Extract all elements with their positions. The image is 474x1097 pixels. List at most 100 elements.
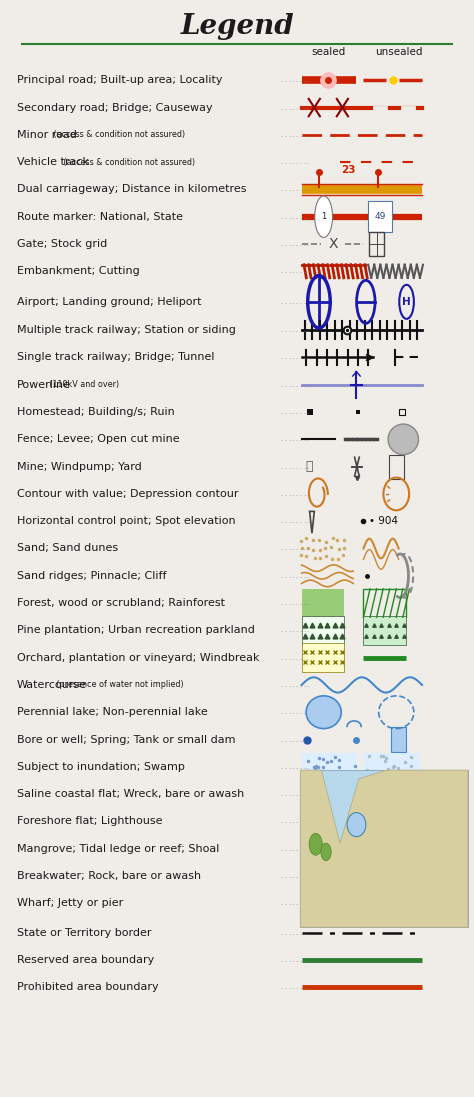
Text: Airport; Landing ground; Heliport: Airport; Landing ground; Heliport <box>17 297 201 307</box>
Text: .: . <box>292 298 294 305</box>
Text: .: . <box>303 186 305 192</box>
Text: .: . <box>292 873 294 879</box>
Text: .: . <box>288 241 290 247</box>
Text: .: . <box>307 269 309 274</box>
Text: .: . <box>284 764 286 770</box>
Text: .: . <box>292 818 294 824</box>
Text: .: . <box>284 710 286 715</box>
Text: .: . <box>295 573 298 579</box>
Text: .: . <box>281 573 283 579</box>
FancyBboxPatch shape <box>368 202 392 231</box>
Text: .: . <box>299 132 301 138</box>
Text: (110kV and over): (110kV and over) <box>47 381 119 389</box>
Text: .: . <box>295 518 298 524</box>
Text: .: . <box>292 736 294 743</box>
Text: .: . <box>303 846 305 851</box>
Text: .: . <box>307 298 309 305</box>
Text: Powerline: Powerline <box>17 380 71 389</box>
Text: .: . <box>288 846 290 851</box>
Text: .: . <box>288 573 290 579</box>
Text: .: . <box>295 186 298 192</box>
Text: .: . <box>307 736 309 743</box>
Text: .: . <box>284 984 286 991</box>
Text: .: . <box>295 269 298 274</box>
Text: .: . <box>307 573 309 579</box>
Text: .: . <box>307 791 309 798</box>
Text: Fence; Levee; Open cut mine: Fence; Levee; Open cut mine <box>17 434 180 444</box>
Text: .: . <box>292 77 294 83</box>
Ellipse shape <box>347 813 366 837</box>
Text: .: . <box>288 627 290 633</box>
Text: .: . <box>288 491 290 497</box>
Text: .: . <box>303 901 305 906</box>
Text: .: . <box>292 655 294 660</box>
Text: Subject to inundation; Swamp: Subject to inundation; Swamp <box>17 761 185 772</box>
Text: .: . <box>292 764 294 770</box>
Text: .: . <box>295 818 298 824</box>
Text: .: . <box>292 382 294 387</box>
Text: Principal road; Built-up area; Locality: Principal road; Built-up area; Locality <box>17 76 222 86</box>
Text: .: . <box>288 545 290 552</box>
Text: .: . <box>303 764 305 770</box>
Text: .: . <box>292 354 294 361</box>
Text: .: . <box>284 846 286 851</box>
Text: Mine; Windpump; Yard: Mine; Windpump; Yard <box>17 462 142 472</box>
Text: .: . <box>288 159 290 166</box>
Text: .: . <box>299 464 301 470</box>
Text: .: . <box>288 354 290 361</box>
Text: .: . <box>288 132 290 138</box>
Text: .: . <box>307 214 309 219</box>
Text: .: . <box>299 241 301 247</box>
Text: .: . <box>281 382 283 387</box>
Text: .: . <box>299 186 301 192</box>
Text: Mangrove; Tidal ledge or reef; Shoal: Mangrove; Tidal ledge or reef; Shoal <box>17 844 219 853</box>
Text: .: . <box>288 873 290 879</box>
Text: X: X <box>328 237 338 251</box>
Text: .: . <box>284 382 286 387</box>
Text: Prohibited area boundary: Prohibited area boundary <box>17 982 158 993</box>
Text: .: . <box>292 957 294 963</box>
FancyBboxPatch shape <box>300 770 468 927</box>
Text: .: . <box>299 269 301 274</box>
Text: .: . <box>295 104 298 111</box>
Text: .: . <box>288 929 290 936</box>
Text: Contour with value; Depression contour: Contour with value; Depression contour <box>17 489 238 499</box>
Text: .: . <box>281 269 283 274</box>
Text: .: . <box>284 437 286 442</box>
Text: .: . <box>281 437 283 442</box>
Text: .: . <box>288 464 290 470</box>
Text: .: . <box>284 627 286 633</box>
Text: .: . <box>284 104 286 111</box>
Text: .: . <box>299 327 301 333</box>
Polygon shape <box>300 770 468 927</box>
Text: .: . <box>288 298 290 305</box>
Text: .: . <box>292 464 294 470</box>
Text: .: . <box>307 518 309 524</box>
Text: .: . <box>281 77 283 83</box>
Text: Sand ridges; Pinnacle; Cliff: Sand ridges; Pinnacle; Cliff <box>17 570 166 580</box>
Text: .: . <box>295 409 298 415</box>
Text: .: . <box>288 327 290 333</box>
Text: .: . <box>284 873 286 879</box>
Text: .: . <box>281 327 283 333</box>
FancyBboxPatch shape <box>301 644 344 671</box>
Text: .: . <box>284 269 286 274</box>
FancyBboxPatch shape <box>364 753 419 781</box>
Text: .: . <box>284 682 286 688</box>
Text: .: . <box>281 159 283 166</box>
Text: .: . <box>303 984 305 991</box>
Text: .: . <box>303 682 305 688</box>
Text: .: . <box>295 298 298 305</box>
Text: .: . <box>299 655 301 660</box>
Text: .: . <box>307 600 309 606</box>
Text: .: . <box>307 873 309 879</box>
Text: .: . <box>303 437 305 442</box>
Text: .: . <box>299 437 301 442</box>
Text: .: . <box>295 327 298 333</box>
FancyBboxPatch shape <box>301 589 344 618</box>
Text: .: . <box>299 159 301 166</box>
Text: .: . <box>292 104 294 111</box>
Text: .: . <box>288 984 290 991</box>
Text: Orchard, plantation or vineyard; Windbreak: Orchard, plantation or vineyard; Windbre… <box>17 653 259 663</box>
Ellipse shape <box>309 834 322 856</box>
